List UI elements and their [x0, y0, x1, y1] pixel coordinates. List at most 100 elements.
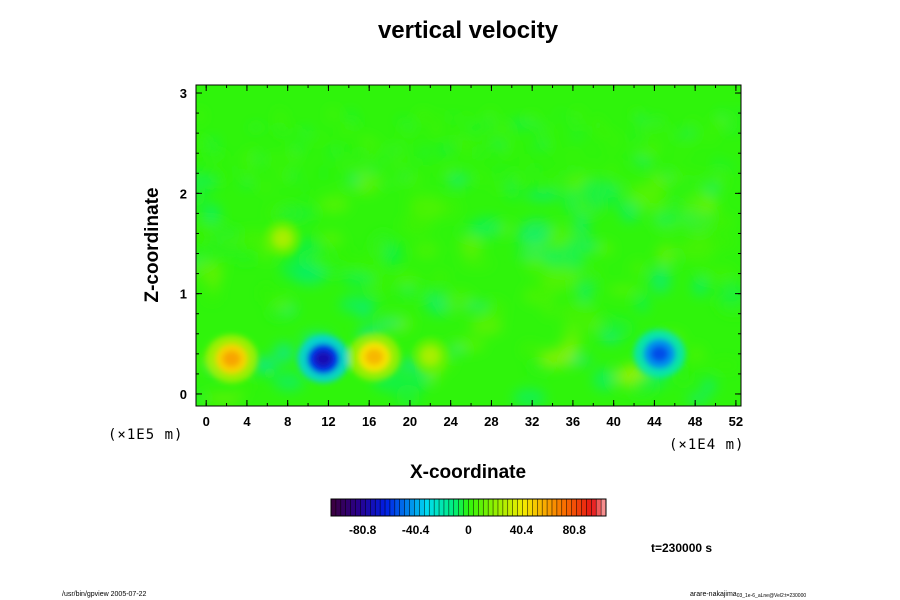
- field-blob: [642, 125, 652, 132]
- field-blob: [349, 118, 361, 129]
- colorbar-cell: [365, 499, 371, 516]
- field-blob: [516, 123, 524, 134]
- field-blob: [441, 290, 475, 313]
- field-blob: [210, 227, 243, 238]
- field-blob: [204, 288, 221, 303]
- field-blob: [421, 166, 434, 172]
- field-blob: [478, 148, 485, 156]
- field-blob: [592, 367, 617, 392]
- field-blob: [630, 261, 647, 276]
- x-tick-label: 44: [647, 414, 662, 429]
- field-blob: [275, 109, 284, 118]
- colorbar-cell: [497, 499, 504, 516]
- footer-left: /usr/bin/gpview 2005-07-22: [62, 591, 147, 598]
- field-blob: [514, 234, 552, 246]
- colorbar-cell: [448, 499, 455, 516]
- colorbar-cell: [542, 499, 548, 516]
- field-blob: [286, 152, 299, 161]
- field-blob: [451, 337, 486, 352]
- field-blob: [304, 184, 312, 194]
- field-blob: [459, 171, 469, 176]
- field-blob: [196, 111, 205, 121]
- field-blob: [562, 323, 584, 349]
- field-blob: [608, 285, 640, 296]
- field-blob: [676, 149, 685, 158]
- field-blob: [523, 156, 530, 166]
- field-blob: [259, 283, 273, 303]
- field-blob: [506, 137, 514, 145]
- colorbar-cell: [424, 499, 430, 516]
- field-blob: [327, 109, 338, 119]
- colorbar-cell: [522, 499, 528, 516]
- field-blob: [341, 122, 351, 129]
- colorbar-cell: [537, 499, 543, 516]
- field-blob: [318, 195, 350, 214]
- field-blob: [607, 164, 619, 175]
- colorbar-tick-label: 80.8: [563, 523, 587, 537]
- field-blob: [712, 120, 726, 126]
- colorbar-cell: [581, 499, 587, 516]
- field-blob: [627, 181, 641, 188]
- field-blob: [364, 167, 377, 173]
- field-blob: [432, 271, 448, 283]
- colorbar-cell: [458, 499, 464, 516]
- colorbar-cell: [566, 499, 573, 516]
- field-blob: [331, 137, 339, 144]
- field-blob: [635, 115, 648, 125]
- field-blob: [399, 146, 409, 152]
- field-blob: [442, 167, 453, 178]
- colorbar-cell: [350, 499, 356, 516]
- field-blob: [317, 169, 330, 178]
- field-blob: [582, 184, 597, 190]
- field-blob: [236, 379, 253, 393]
- field-blob: [206, 394, 243, 404]
- field-blob: [359, 174, 372, 185]
- field-blob: [503, 145, 511, 155]
- feature-center: [314, 350, 333, 367]
- field-blob: [646, 145, 661, 155]
- colorbar: -80.8 -40.4 0 40.4 80.8: [330, 498, 607, 537]
- colorbar-cell: [507, 499, 514, 516]
- field-blob: [302, 255, 328, 265]
- field-blob: [503, 182, 513, 192]
- field-blob: [459, 139, 474, 147]
- field-blob: [514, 148, 526, 153]
- field-blob: [448, 114, 458, 119]
- field-blob: [632, 154, 645, 164]
- colorbar-cell: [551, 499, 558, 516]
- field-blob: [620, 210, 639, 223]
- field-blob: [557, 112, 564, 118]
- colorbar-cell: [527, 499, 533, 516]
- field-blob: [606, 146, 617, 155]
- y-unit-label: (×1E5 m): [108, 427, 183, 443]
- y-tick-label: 2: [180, 186, 187, 201]
- field-blob: [542, 302, 557, 317]
- field-blob: [583, 177, 592, 183]
- field-blob: [540, 264, 579, 292]
- colorbar-cell: [439, 499, 445, 516]
- colorbar-cell: [360, 499, 366, 516]
- field-blob: [362, 138, 376, 147]
- field-blob: [516, 249, 555, 260]
- colorbar-cell: [576, 499, 582, 516]
- field-blob: [379, 147, 390, 152]
- colorbar-cell: [419, 499, 425, 516]
- field-blob: [273, 342, 295, 364]
- colorbar-cell: [355, 499, 361, 516]
- y-axis: 0 1 2 3: [180, 86, 741, 402]
- field-blob: [726, 164, 737, 169]
- field-blob: [614, 137, 622, 143]
- colorbar-cell: [571, 499, 577, 516]
- colorbar-cell: [493, 499, 499, 516]
- field-blob: [288, 140, 296, 146]
- colorbar-cell: [512, 499, 519, 516]
- field-blob: [263, 366, 277, 380]
- colorbar-cell: [345, 499, 352, 516]
- field-blob: [208, 263, 221, 291]
- field-blob: [598, 130, 611, 135]
- field-blob: [241, 180, 252, 188]
- field-blob: [396, 117, 409, 124]
- colorbar-cell: [468, 499, 474, 516]
- field-blob: [446, 172, 470, 187]
